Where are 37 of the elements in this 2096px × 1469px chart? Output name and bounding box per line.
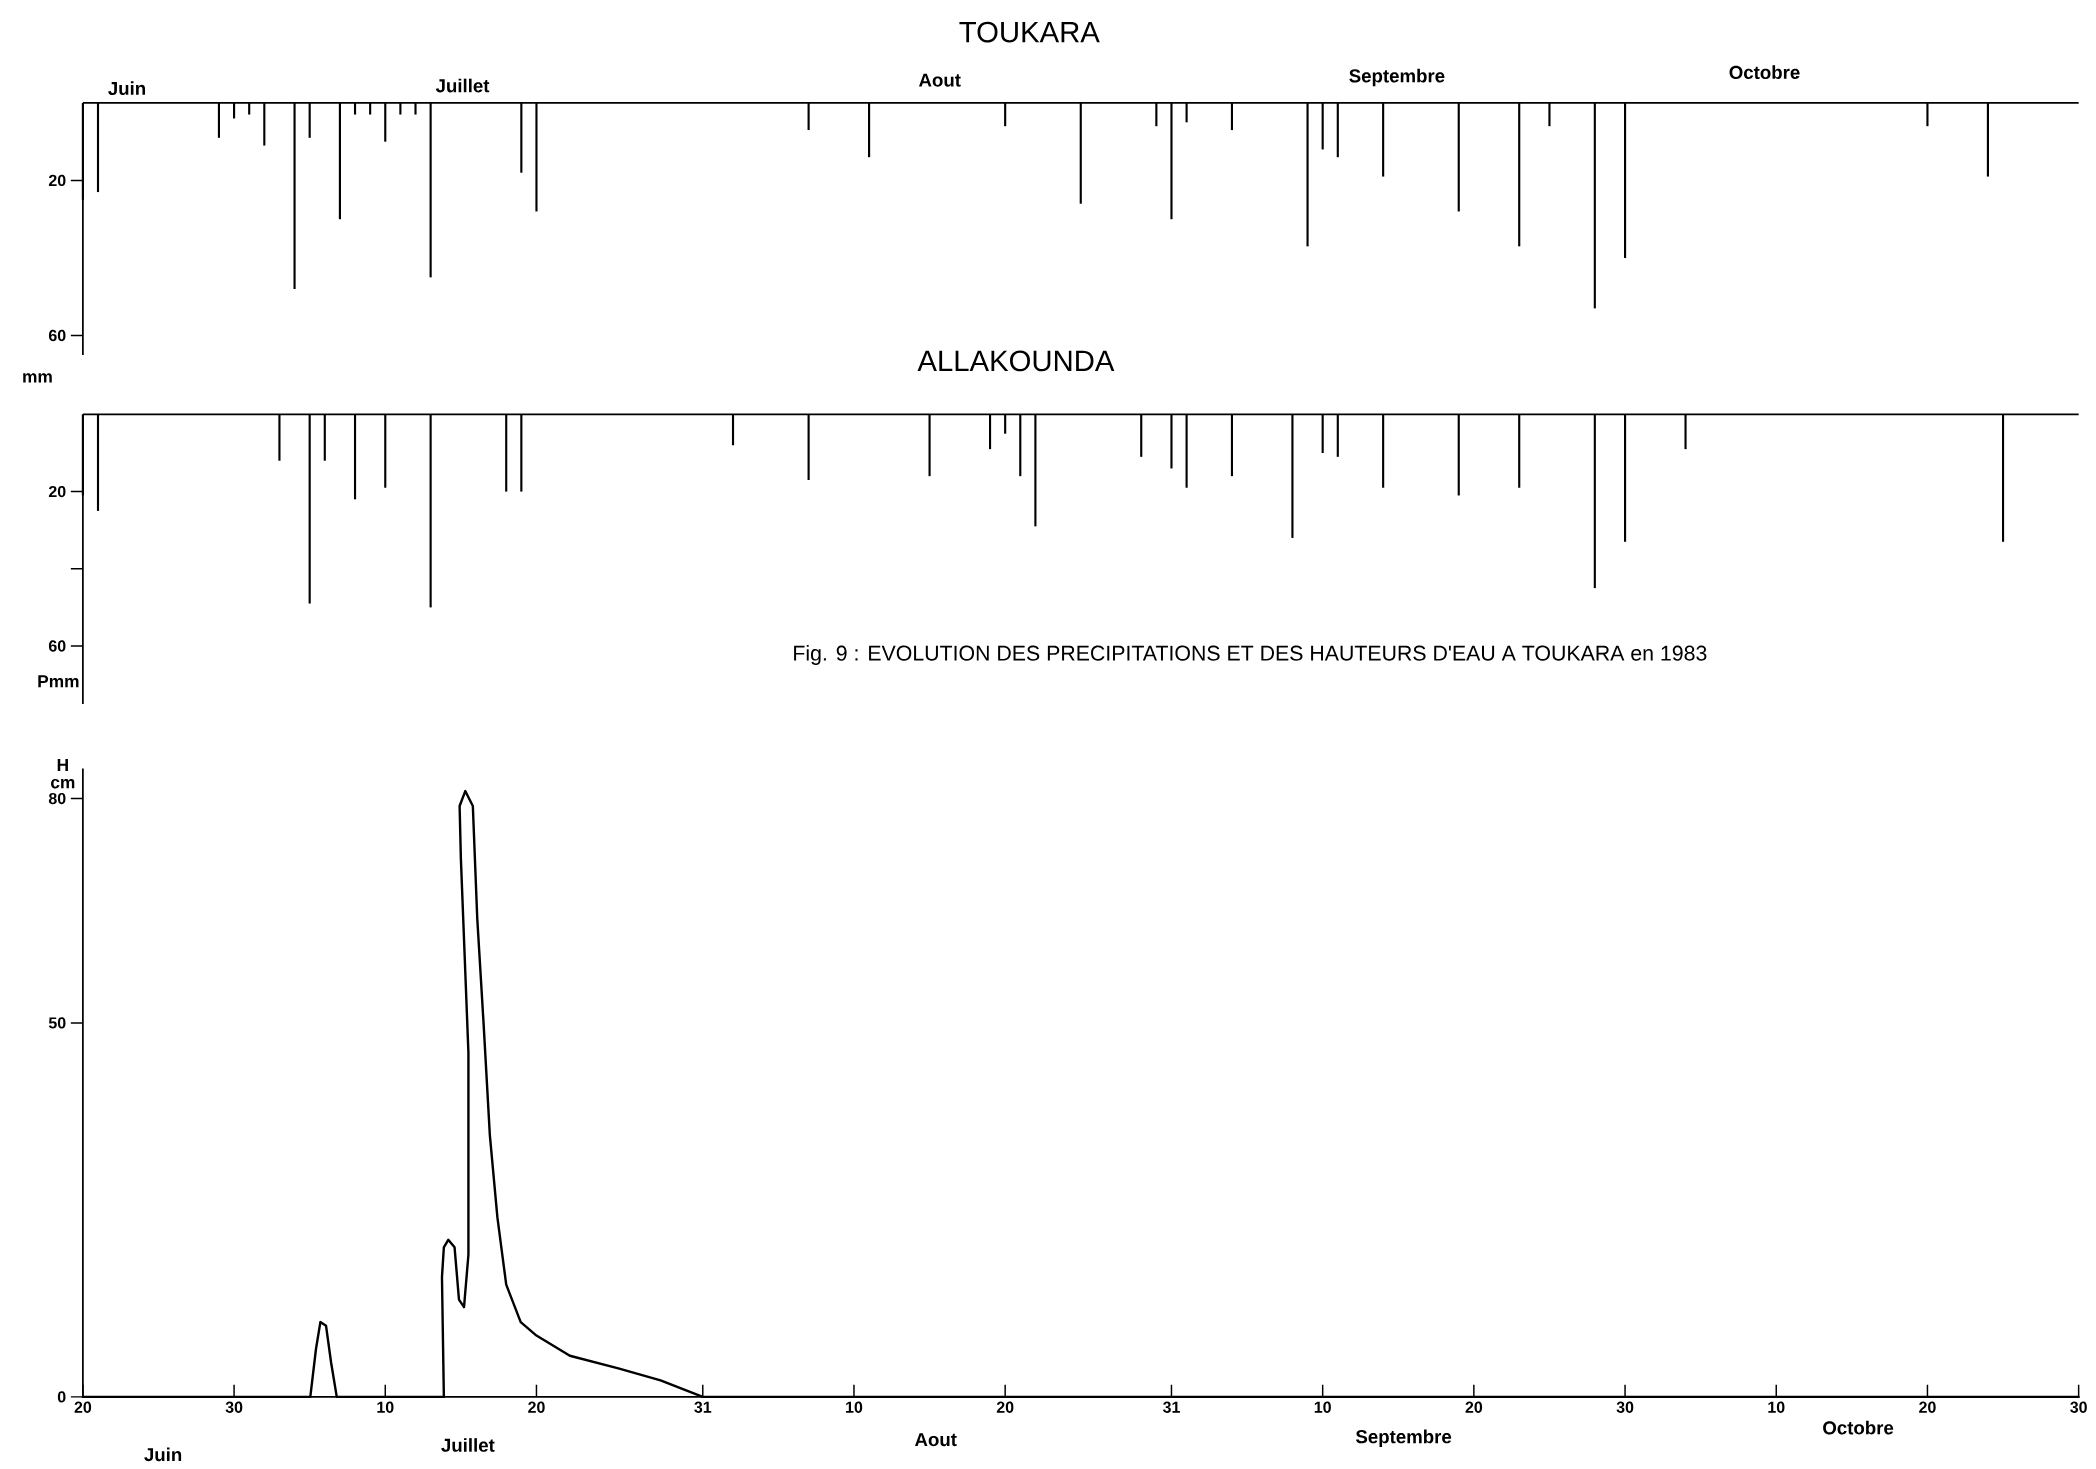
x-tick-label: 20 <box>528 1401 545 1413</box>
x-tick-label: 10 <box>1314 1401 1331 1413</box>
y-tick-label: 50 <box>48 1017 66 1029</box>
chart-title: TOUKARA <box>959 21 1100 43</box>
text: Aout <box>918 73 961 87</box>
x-tick-label: 20 <box>1465 1401 1483 1413</box>
text: Aout <box>914 1433 957 1447</box>
x-tick-label: 20 <box>1919 1401 1936 1413</box>
text: Juin <box>108 81 146 96</box>
text: Octobre <box>1823 1420 1894 1435</box>
text: Septembre <box>1355 1429 1452 1447</box>
x-tick-label: 30 <box>1616 1401 1634 1413</box>
x-tick-label: 31 <box>694 1401 712 1413</box>
y-tick-label: 60 <box>48 640 66 652</box>
y-tick-label: 20 <box>48 485 66 498</box>
x-tick-label: 31 <box>1162 1401 1180 1413</box>
x-tick-label: 20 <box>74 1401 92 1413</box>
text: Octobre <box>1729 65 1800 79</box>
y-tick-label: 20 <box>48 174 66 187</box>
x-tick-label: 10 <box>846 1401 863 1413</box>
y-tick-label: 80 <box>48 792 66 805</box>
x-tick-label: 10 <box>377 1401 394 1413</box>
y-tick-label: 60 <box>48 329 66 342</box>
x-tick-label: 20 <box>996 1401 1014 1413</box>
y-axis-title: mm <box>23 373 52 383</box>
y-tick-label: 0 <box>57 1391 66 1403</box>
x-tick-label: 30 <box>225 1401 243 1413</box>
text: Juillet <box>435 78 490 93</box>
chart-title: ALLAKOUNDA <box>917 350 1115 372</box>
y-axis-title: H cm <box>50 758 75 789</box>
text: Juillet <box>441 1438 495 1452</box>
x-tick-label: 10 <box>1768 1401 1785 1413</box>
chart-title: Fig. 9 : EVOLUTION DES PRECIPITATIONS ET DES HAUTEURS D'EAU A TOUKARA en 1983 <box>794 645 1707 665</box>
text: Juin <box>144 1447 182 1462</box>
x-tick-label: 30 <box>2070 1401 2087 1413</box>
y-axis-title: Pmm <box>38 675 79 688</box>
text: Septembre <box>1349 68 1445 87</box>
